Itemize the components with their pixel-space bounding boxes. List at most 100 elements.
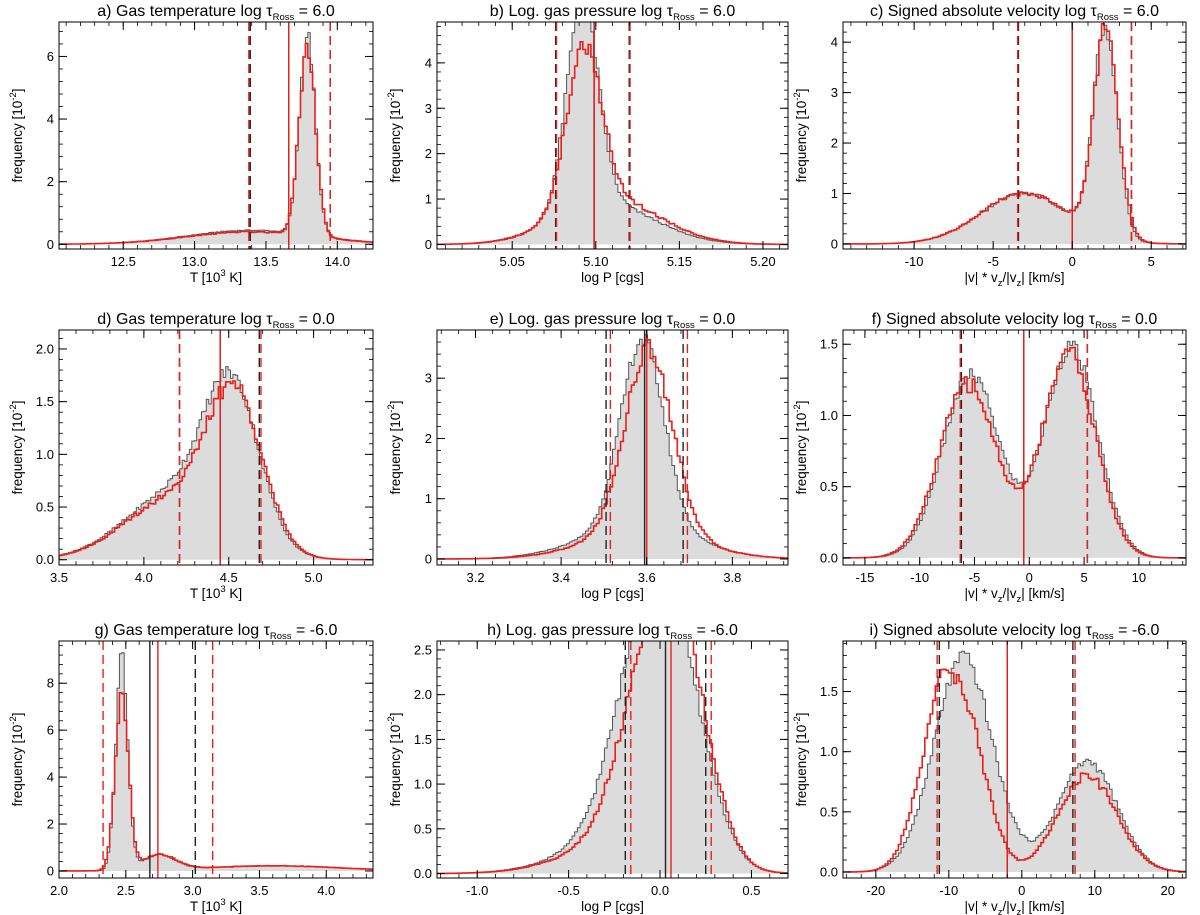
x-tick-label: 2.5	[117, 883, 135, 898]
plot-frame	[436, 640, 789, 879]
x-tick-label: -20	[866, 883, 885, 898]
y-tick-label: 0.5	[414, 821, 432, 836]
red-histogram-line	[437, 41, 788, 246]
x-axis-label: T [103 K]	[190, 584, 242, 601]
x-tick-label: 4.5	[220, 570, 238, 585]
y-tick-label: 2.0	[414, 687, 432, 702]
y-tick-label: 1.5	[36, 394, 54, 409]
red-histogram-line	[843, 23, 1186, 245]
x-tick-label: 0	[1026, 570, 1033, 585]
x-tick-label: -5	[987, 254, 999, 269]
x-tick-label: 3.2	[466, 570, 484, 585]
grey-histogram-fill	[437, 22, 788, 245]
x-tick-label: 5.20	[750, 254, 775, 269]
y-axis-label: frequency [10-2]	[792, 400, 809, 494]
x-tick-label: 5.10	[583, 254, 608, 269]
panel-title: c) Signed absolute velocity log τRoss = …	[870, 3, 1159, 23]
y-tick-label: 0.0	[36, 552, 54, 567]
x-tick-label: 5	[1148, 254, 1155, 269]
y-axis-label: frequency [10-2]	[8, 712, 25, 806]
x-tick-label: -10	[910, 570, 929, 585]
panel-title: f) Signed absolute velocity log τRoss = …	[872, 311, 1158, 331]
grey-histogram-outline	[843, 340, 1186, 559]
panel-title: e) Log. gas pressure log τRoss = 0.0	[490, 311, 736, 331]
y-tick-label: 3	[831, 85, 838, 100]
y-tick-label: 0.5	[820, 804, 838, 819]
y-tick-label: 1	[425, 491, 432, 506]
red-histogram-line	[59, 380, 373, 561]
y-tick-label: 0.5	[36, 500, 54, 515]
x-tick-label: 3.0	[184, 883, 202, 898]
y-axis-label: frequency [10-2]	[386, 400, 403, 494]
x-tick-label: 4.0	[317, 883, 335, 898]
y-tick-label: 2	[47, 817, 54, 832]
panel-g: 2.0 2.5 3.0 3.5 4.0 0 2 4 6 8 g) Gas temperature l…	[8, 622, 374, 914]
panel-title: d) Gas temperature log τRoss = 0.0	[97, 311, 335, 331]
x-tick-label: -1.0	[466, 883, 488, 898]
y-tick-label: 0	[47, 863, 54, 878]
y-tick-label: 2	[831, 136, 838, 151]
x-axis-label: T [103 K]	[190, 897, 242, 914]
y-tick-label: 0.0	[820, 550, 838, 565]
y-tick-label: 1.0	[36, 447, 54, 462]
panel-i: -20 -10 0 10 20 0.0 0.5 1.0 1.5 i) Signed absolut…	[792, 622, 1187, 915]
plot-frame	[58, 640, 374, 879]
x-tick-label: 3.5	[250, 883, 268, 898]
grey-histogram-fill	[59, 32, 373, 245]
y-tick-label: 0.0	[820, 864, 838, 879]
x-axis-label: |v| * vz/|vz| [km/s]	[964, 270, 1064, 289]
y-tick-label: 3	[425, 101, 432, 116]
panel-e: 3.2 3.4 3.6 3.8 0 1 2 3 e) Log. gas pressure log…	[386, 311, 789, 601]
panel-title: i) Signed absolute velocity log τRoss = …	[870, 622, 1160, 642]
y-tick-label: 4	[425, 55, 432, 70]
y-tick-label: 8	[47, 676, 54, 691]
plot-frame	[58, 21, 374, 250]
y-tick-label: 0.0	[414, 866, 432, 881]
x-tick-label: 20	[1161, 883, 1175, 898]
y-tick-label: 0.5	[820, 479, 838, 494]
x-tick-label: 5.15	[667, 254, 692, 269]
y-tick-label: 1.0	[414, 777, 432, 792]
x-tick-label: 3.5	[50, 570, 68, 585]
y-tick-label: 6	[47, 49, 54, 64]
x-axis-label: log P [cgs]	[581, 899, 644, 914]
y-tick-label: 6	[47, 723, 54, 738]
red-histogram-line	[437, 641, 788, 875]
grey-histogram-fill	[437, 334, 788, 559]
x-tick-label: 2.0	[50, 883, 68, 898]
y-tick-label: 1.5	[820, 337, 838, 352]
plot-frame	[842, 640, 1187, 879]
y-tick-label: 0	[831, 236, 838, 251]
x-tick-label: 13.5	[253, 254, 278, 269]
x-tick-label: 14.0	[325, 254, 350, 269]
x-tick-label: -10	[939, 883, 958, 898]
red-histogram-line	[59, 42, 373, 245]
panel-f: -15 -10 -5 0 5 10 0.0 0.5 1.0 1.5 f) Signed absolu…	[792, 311, 1187, 605]
grey-histogram-outline	[843, 650, 1186, 873]
grey-histogram-fill	[843, 651, 1186, 872]
grey-histogram-fill	[437, 641, 788, 874]
panel-a: 12.5 13.0 13.5 14.0 0 2 4 6 a) Gas temperature l…	[8, 3, 374, 285]
y-tick-label: 0	[425, 551, 432, 566]
y-tick-label: 2	[425, 431, 432, 446]
x-tick-label: 3.6	[638, 570, 656, 585]
x-tick-label: -5	[969, 570, 981, 585]
y-tick-label: 1.0	[820, 408, 838, 423]
panel-c: -10 -5 0 5 0 1 2 3 4 c) Signed absolute velocity …	[792, 3, 1187, 289]
grey-histogram-fill	[59, 366, 373, 560]
x-tick-label: 10	[1088, 883, 1102, 898]
grey-histogram-outline	[59, 652, 373, 872]
red-histogram-line	[843, 668, 1186, 873]
x-tick-label: 3.4	[552, 570, 570, 585]
x-tick-label: 13.0	[182, 254, 207, 269]
x-tick-label: 0	[1018, 883, 1025, 898]
x-axis-label: |v| * vz/|vz| [km/s]	[964, 586, 1064, 605]
x-tick-label: 5.0	[305, 570, 323, 585]
grey-histogram-fill	[843, 25, 1186, 244]
y-tick-label: 4	[831, 35, 838, 50]
y-tick-label: 4	[47, 112, 54, 127]
x-axis-label: log P [cgs]	[581, 270, 644, 285]
x-tick-label: 10	[1132, 570, 1146, 585]
y-axis-label: frequency [10-2]	[8, 88, 25, 182]
